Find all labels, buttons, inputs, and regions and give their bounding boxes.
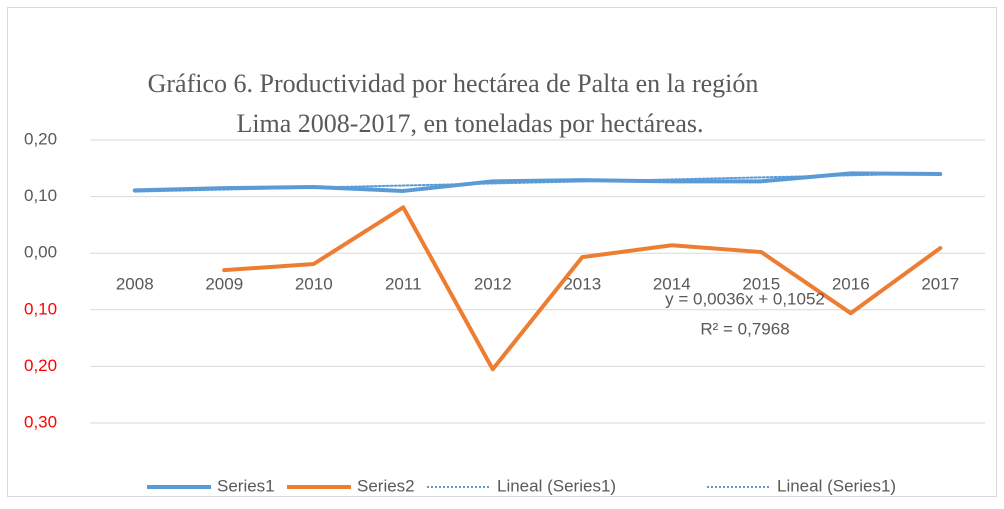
y-tick-label: 0,20 — [24, 356, 57, 375]
series-line — [222, 205, 943, 372]
x-tick-label: 2014 — [653, 275, 691, 294]
chart-frame — [7, 7, 997, 497]
chart-title: Gráfico 6. Productividad por hectárea de… — [148, 69, 759, 98]
y-tick-label: 0,10 — [24, 299, 57, 318]
x-tick-label: 2016 — [832, 275, 870, 294]
x-tick-label: 2008 — [116, 275, 154, 294]
series-line — [133, 172, 942, 193]
series-line — [132, 171, 943, 193]
chart-subtitle: Lima 2008-2017, en toneladas por hectáre… — [236, 109, 703, 138]
annotation: R² = 0,7968 — [700, 319, 789, 338]
x-tick-label: 2013 — [563, 275, 601, 294]
legend-label: Lineal (Series1) — [777, 476, 896, 495]
y-tick-label: 0,30 — [24, 412, 57, 431]
annotation: y = 0,0036x + 0,1052 — [665, 289, 825, 308]
x-tick-label: 2017 — [921, 275, 959, 294]
x-tick-label: 2011 — [385, 275, 422, 294]
legend-label: Series2 — [357, 476, 415, 495]
y-tick-label: 0,10 — [24, 186, 57, 205]
y-tick-label: 0,00 — [24, 243, 57, 262]
x-tick-label: 2009 — [205, 275, 243, 294]
y-tick-label: 0,20 — [24, 129, 57, 148]
legend-label: Series1 — [217, 476, 275, 495]
x-tick-label: 2015 — [742, 275, 780, 294]
legend-label: Lineal (Series1) — [497, 476, 616, 495]
x-tick-label: 2012 — [474, 275, 512, 294]
x-tick-label: 2010 — [295, 275, 333, 294]
